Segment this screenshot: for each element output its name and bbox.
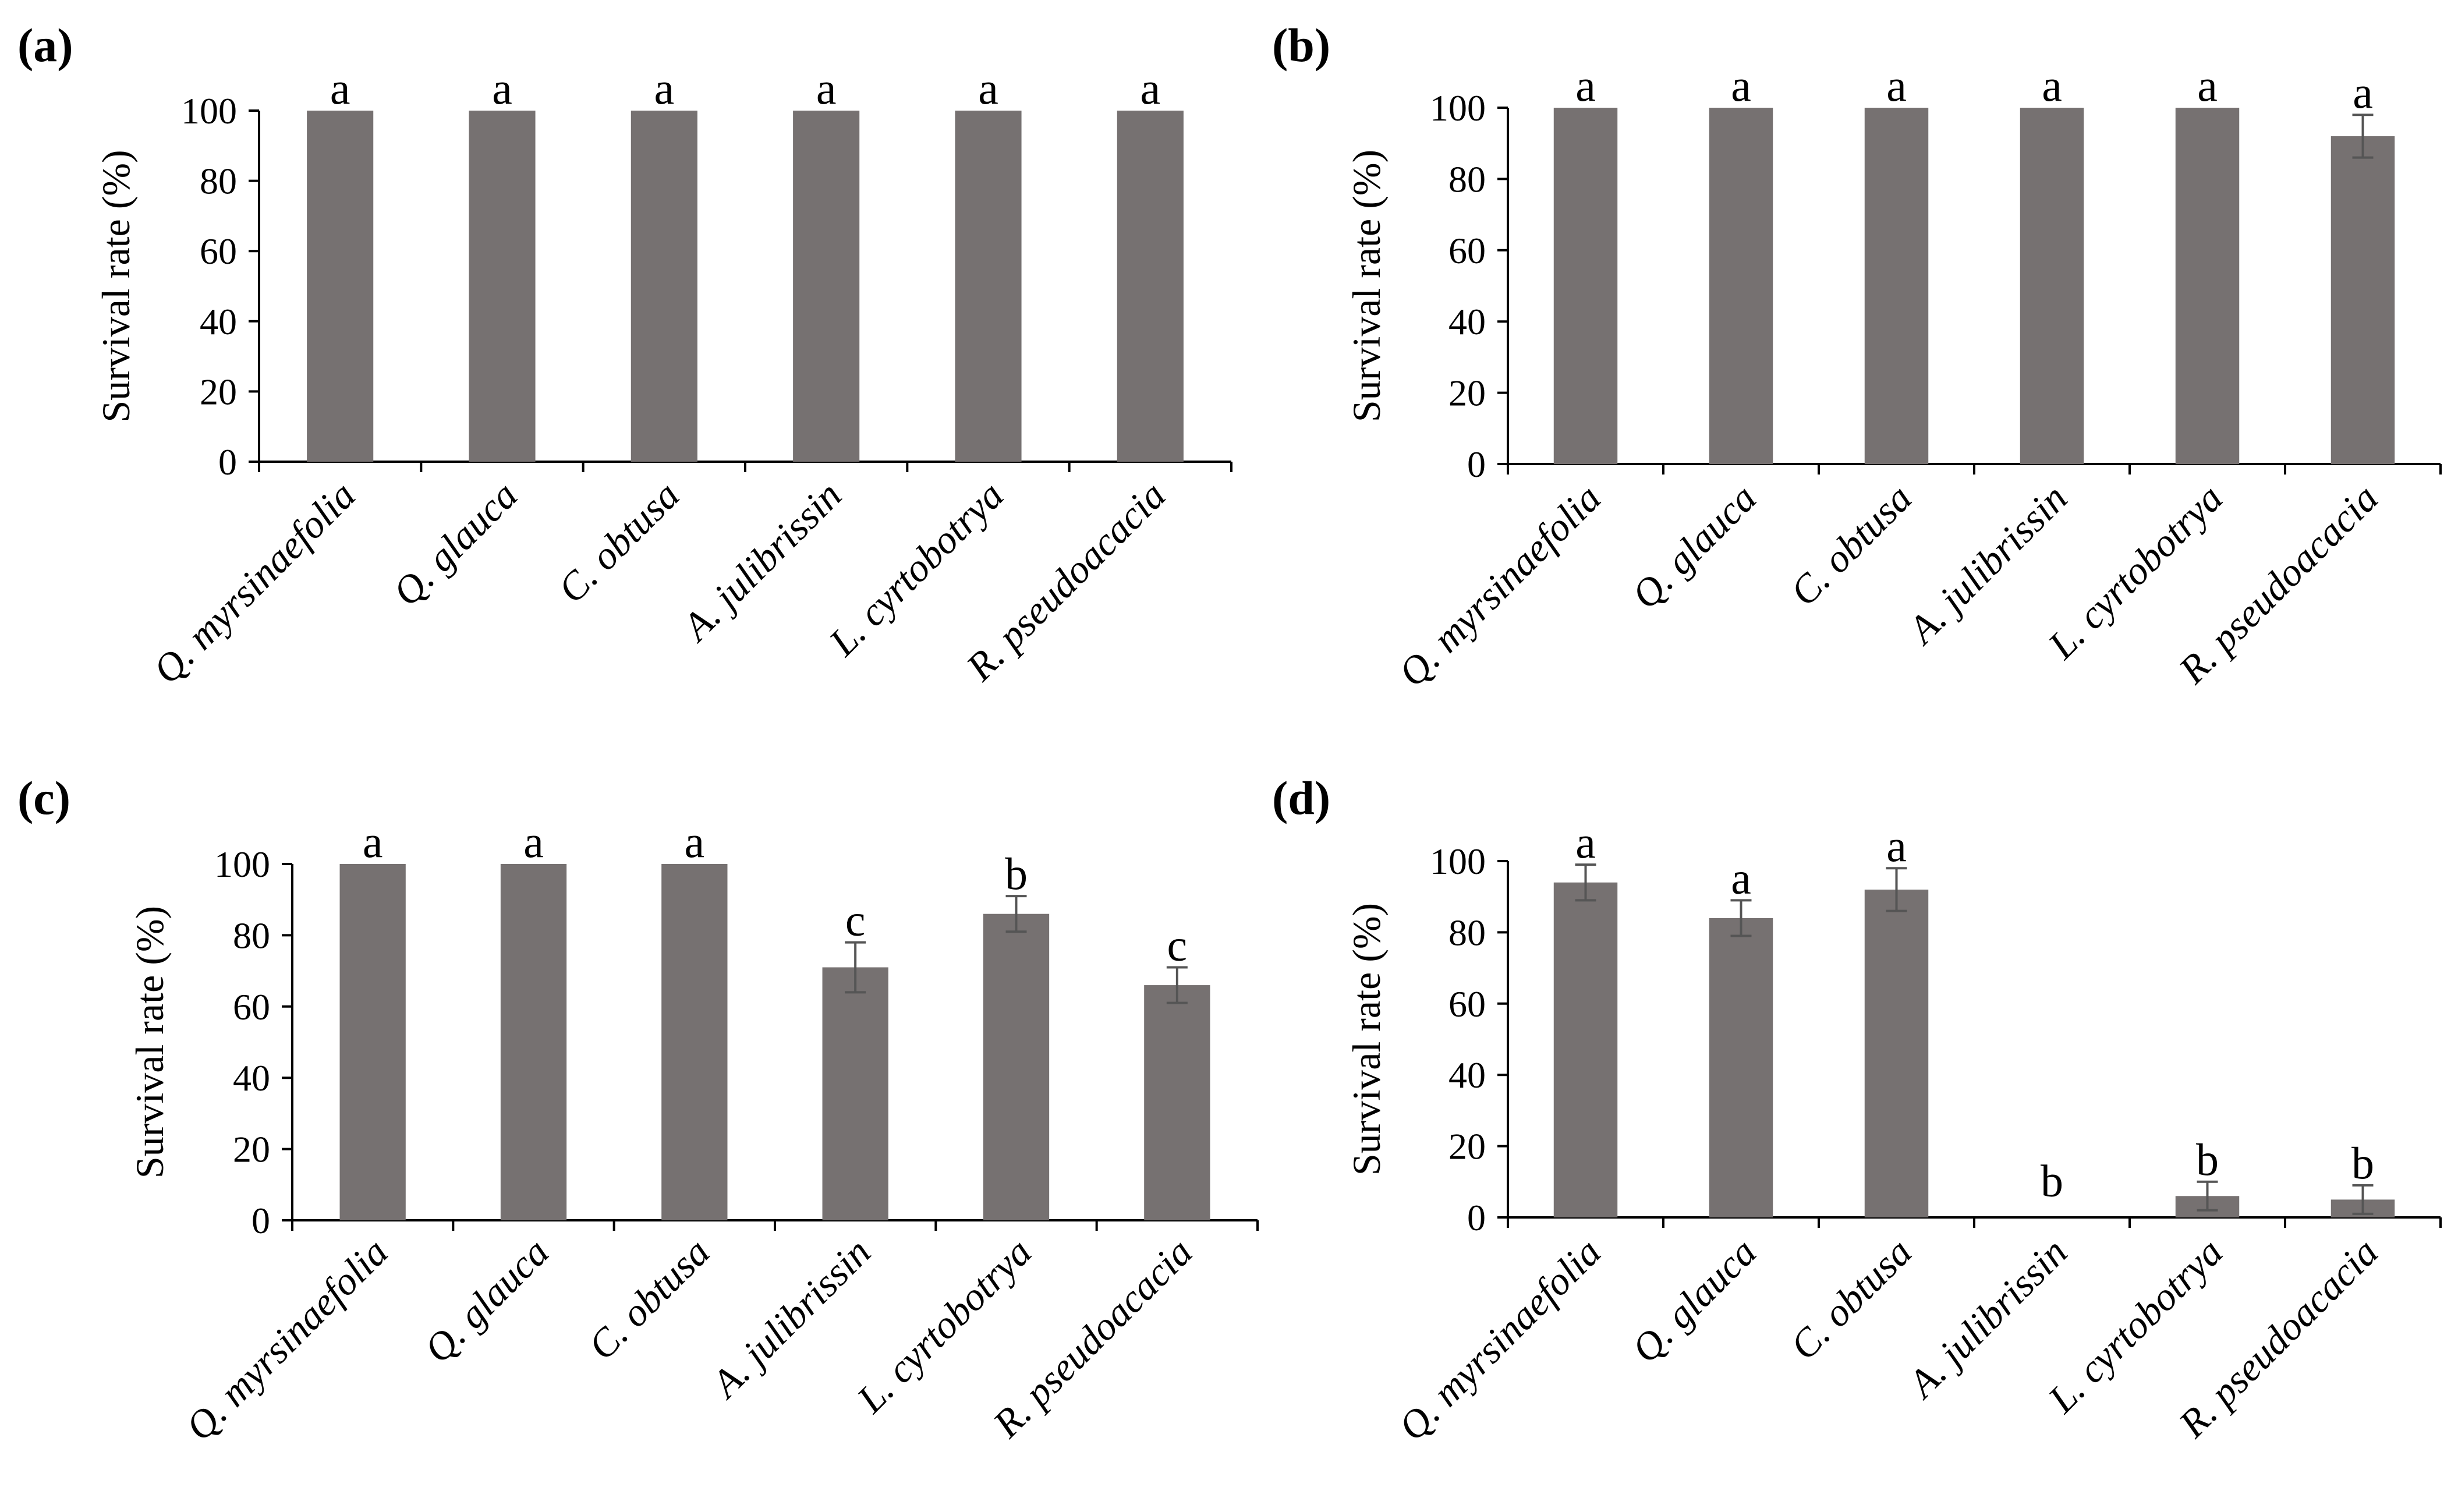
y-tick-label: 0 — [1467, 1197, 1486, 1238]
bar — [1144, 985, 1210, 1220]
chart-panel-2: (b) Survival rate (%) 0 20 40 60 80 100 a Q. myrs… — [1272, 19, 2442, 695]
y-tick-label: 100 — [181, 90, 237, 132]
y-tick-label: 20 — [200, 371, 237, 412]
bar — [2331, 136, 2395, 464]
significance-letter: a — [330, 63, 350, 114]
x-category-label: C. obtusa — [549, 473, 688, 611]
x-category-label: A. julibrissin — [672, 473, 850, 650]
x-category-label: Q. glauca — [1623, 476, 1765, 617]
x-category-label: C. obtusa — [1781, 476, 1920, 614]
y-tick-label: 80 — [200, 161, 237, 202]
significance-letter: b — [2196, 1134, 2219, 1185]
bar — [1117, 111, 1184, 462]
y-tick-label: 40 — [1448, 301, 1486, 342]
y-tick-label: 100 — [214, 844, 270, 885]
significance-letter: a — [523, 816, 544, 867]
bar — [2020, 108, 2084, 464]
y-tick-label: 0 — [252, 1200, 270, 1241]
y-tick-label: 80 — [233, 915, 270, 956]
bar — [955, 111, 1022, 462]
significance-letter: a — [363, 816, 383, 867]
panel-label: (b) — [1272, 19, 1330, 72]
bar — [1553, 882, 1618, 1217]
x-category-label: C. obtusa — [579, 1230, 718, 1368]
bar — [2175, 108, 2240, 464]
panel-label: (a) — [17, 19, 73, 72]
bar — [661, 864, 728, 1220]
y-tick-label: 40 — [200, 301, 237, 342]
y-tick-label: 20 — [1448, 1126, 1486, 1167]
significance-letter: c — [1167, 919, 1188, 970]
bar — [631, 111, 697, 462]
y-axis-title: Survival rate (%) — [127, 906, 172, 1178]
x-category-label: Q. myrsinaefolia — [1390, 1230, 1609, 1449]
y-tick-label: 20 — [1448, 373, 1486, 414]
y-tick-label: 0 — [218, 441, 237, 483]
bar — [822, 967, 888, 1220]
bar — [1709, 108, 1773, 464]
y-tick-label: 20 — [233, 1129, 270, 1170]
x-category-label: Q. glauca — [416, 1230, 557, 1371]
significance-letter: a — [1731, 852, 1751, 903]
significance-letter: a — [816, 63, 837, 114]
y-tick-label: 60 — [200, 231, 237, 272]
x-category-label: C. obtusa — [1781, 1230, 1920, 1368]
x-category-label: Q. myrsinaefolia — [1390, 476, 1609, 695]
panel-label: (d) — [1272, 771, 1330, 824]
y-tick-label: 60 — [233, 986, 270, 1028]
x-category-label: A. julibrissin — [702, 1230, 879, 1407]
y-axis-title: Survival rate (%) — [1344, 150, 1389, 422]
y-tick-label: 60 — [1448, 230, 1486, 271]
significance-letter: a — [1886, 820, 1907, 871]
y-tick-label: 60 — [1448, 983, 1486, 1025]
bar — [469, 111, 536, 462]
y-tick-label: 80 — [1448, 912, 1486, 953]
significance-letter: a — [1731, 60, 1751, 111]
x-category-label: Q. glauca — [1623, 1230, 1765, 1371]
bar — [307, 111, 374, 462]
bar — [339, 864, 406, 1220]
x-category-label: Q. myrsinaefolia — [177, 1230, 396, 1449]
significance-letter: b — [2041, 1155, 2063, 1206]
y-tick-label: 100 — [1430, 87, 1486, 129]
significance-letter: a — [1141, 63, 1161, 114]
bar — [1709, 918, 1773, 1217]
significance-letter: b — [2351, 1138, 2374, 1188]
significance-letter: a — [2197, 60, 2218, 111]
y-tick-label: 80 — [1448, 158, 1486, 200]
y-tick-label: 40 — [233, 1057, 270, 1099]
y-axis-title: Survival rate (%) — [1344, 903, 1389, 1175]
significance-letter: c — [845, 895, 866, 946]
y-tick-label: 100 — [1430, 841, 1486, 882]
bar — [1864, 108, 1929, 464]
y-axis-title: Survival rate (%) — [94, 150, 138, 422]
bar — [793, 111, 860, 462]
significance-letter: a — [654, 63, 675, 114]
significance-letter: a — [1886, 60, 1907, 111]
significance-letter: a — [1575, 60, 1596, 111]
panel-label: (c) — [17, 771, 70, 824]
chart-panel-1: (a) Survival rate (%) 0 20 40 60 80 100 a Q. myrs… — [17, 19, 1232, 692]
bar — [1864, 889, 1929, 1217]
significance-letter: a — [978, 63, 998, 114]
bar — [983, 913, 1050, 1220]
significance-letter: a — [2353, 67, 2373, 118]
y-tick-label: 0 — [1467, 444, 1486, 485]
y-tick-label: 40 — [1448, 1054, 1486, 1096]
significance-letter: b — [1005, 848, 1028, 899]
significance-letter: a — [2042, 60, 2062, 111]
bar — [500, 864, 567, 1220]
chart-panel-4: (d) Survival rate (%) 0 20 40 60 80 100 a Q. myrs… — [1272, 771, 2442, 1449]
significance-letter: a — [685, 816, 705, 867]
significance-letter: a — [492, 63, 512, 114]
significance-letter: a — [1575, 817, 1596, 867]
chart-panel-3: (c) Survival rate (%) 0 20 40 60 80 100 a Q. myrs… — [17, 771, 1259, 1449]
x-category-label: Q. myrsinaefolia — [144, 473, 364, 692]
x-category-label: Q. glauca — [384, 473, 526, 614]
bar — [1553, 108, 1618, 464]
